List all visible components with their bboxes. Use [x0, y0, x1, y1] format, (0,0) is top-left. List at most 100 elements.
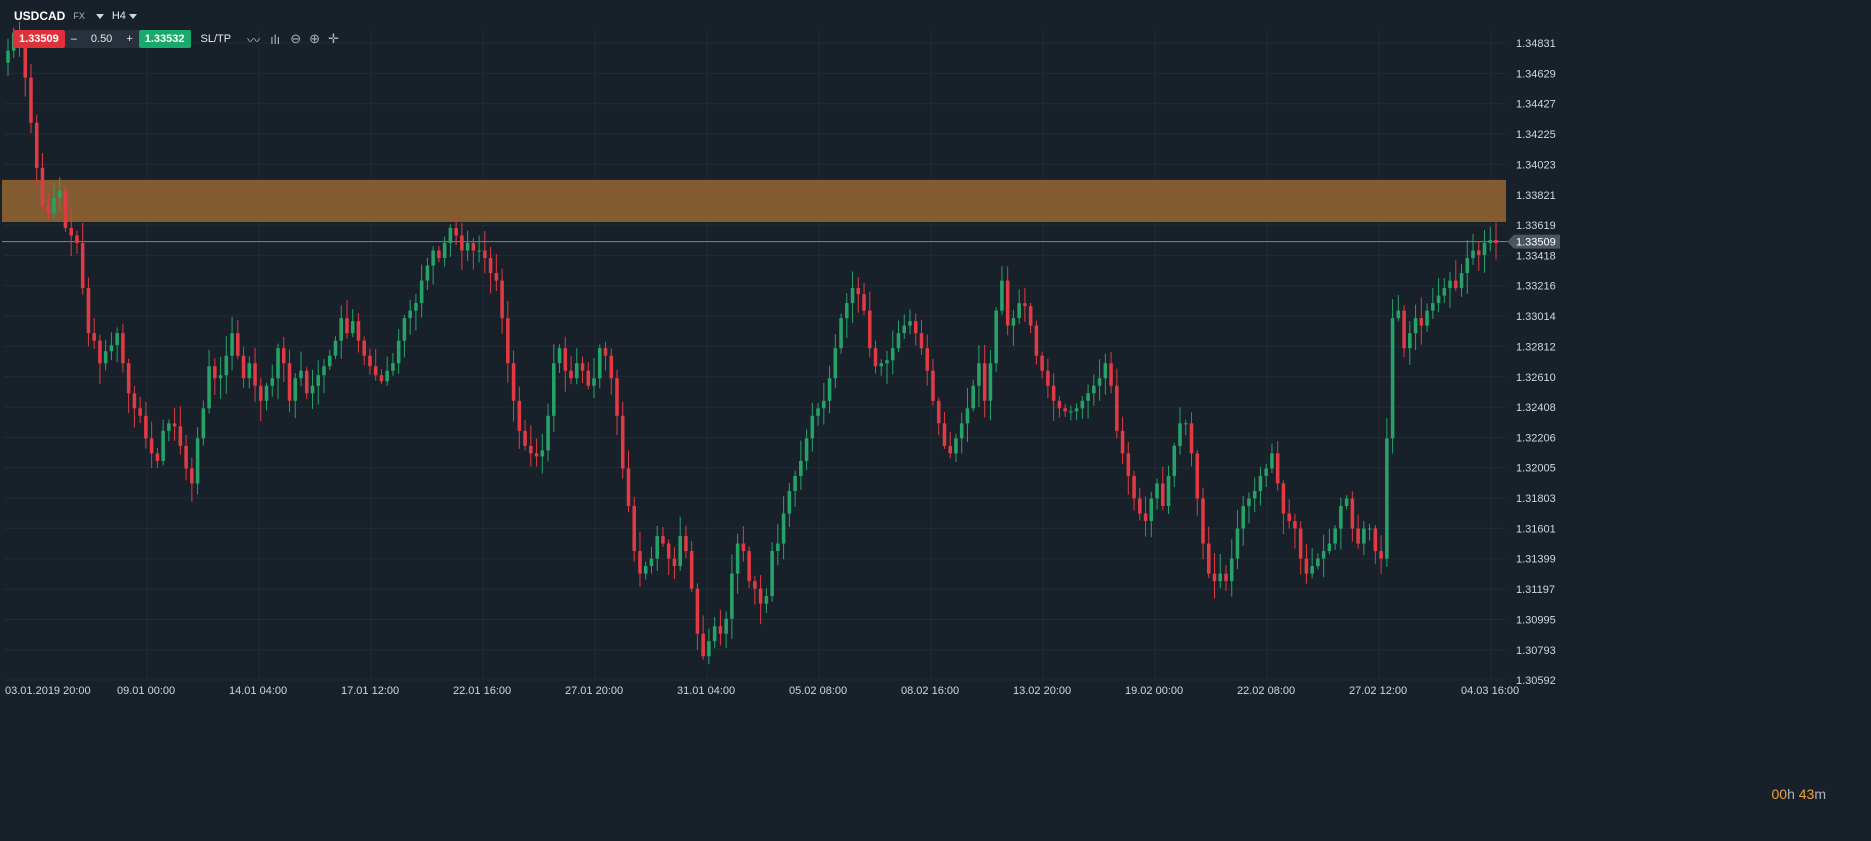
candle-body: [741, 543, 746, 552]
time-tick-label: 05.02 08:00: [789, 685, 847, 697]
candle-body: [994, 310, 998, 364]
indicators-icon[interactable]: ılı: [270, 31, 281, 47]
candle-body: [460, 235, 464, 251]
candle-body: [638, 551, 642, 574]
candle-body: [517, 400, 522, 431]
price-tick-label: 1.31601: [1516, 523, 1556, 535]
candle-body: [253, 363, 257, 386]
candle-body: [890, 348, 895, 361]
candle-body: [764, 596, 769, 604]
candle-body: [448, 227, 453, 244]
candle-body: [689, 551, 694, 589]
time-tick-label: 31.01 04:00: [677, 685, 735, 697]
candle-body: [103, 351, 108, 364]
candle-body: [1092, 385, 1096, 394]
candle-body: [1178, 423, 1182, 446]
candle-body: [465, 243, 470, 251]
market-label: FX: [73, 11, 85, 21]
candle-body: [799, 460, 803, 476]
time-tick-label: 14.01 04:00: [229, 685, 287, 697]
candle-body: [1229, 558, 1234, 582]
candle-body: [259, 385, 263, 401]
candle-body: [1281, 483, 1286, 514]
candle-body: [592, 378, 596, 386]
current-price-tag: 1.33509: [1507, 234, 1560, 249]
zoom-in-icon[interactable]: ⊕: [309, 31, 321, 46]
lot-increase-button[interactable]: +: [126, 33, 133, 45]
lot-size-stepper[interactable]: – 0.50 +: [64, 30, 139, 48]
candle-body: [1138, 498, 1142, 514]
candle-body: [867, 310, 872, 349]
candle-body: [597, 348, 602, 379]
current-price-tag-label: 1.33509: [1516, 237, 1556, 249]
symbol-label[interactable]: USDCAD: [14, 9, 66, 23]
candle-body: [132, 393, 137, 409]
candle-body: [552, 363, 556, 416]
line-chart-icon[interactable]: 〰: [247, 32, 261, 48]
candle-body: [793, 475, 797, 491]
candle-body: [281, 348, 286, 364]
candle-body: [822, 400, 826, 409]
candle-body: [1166, 475, 1171, 506]
candle-body: [362, 340, 366, 356]
resistance-zone[interactable]: [2, 179, 1506, 222]
candle-body: [534, 453, 539, 457]
candle-body: [155, 453, 160, 461]
timeframe-selector[interactable]: H4: [112, 10, 137, 22]
candle-body: [109, 345, 114, 352]
candle-body: [1362, 528, 1366, 544]
time-axis[interactable]: 03.01.2019 20:00 09.01 00:00 14.01 04:00 17…: [5, 685, 1519, 697]
candle-body: [1454, 280, 1458, 289]
candle-body: [936, 400, 941, 424]
candle-body: [126, 363, 131, 394]
candle-body: [770, 551, 774, 597]
price-tick-label: 1.30995: [1516, 614, 1556, 626]
candle-body: [758, 588, 763, 604]
candle-body: [1321, 551, 1326, 559]
candle-body: [850, 288, 855, 304]
sell-button[interactable]: 1.33509: [13, 30, 65, 48]
time-tick-label: 22.02 08:00: [1237, 685, 1295, 697]
candle-body: [1247, 498, 1251, 506]
candle-body: [724, 618, 728, 634]
candle-body: [1356, 528, 1360, 544]
candle-body: [201, 408, 206, 439]
candle-body: [356, 321, 361, 341]
price-tick-label: 1.33619: [1516, 220, 1556, 232]
candle-body: [172, 423, 177, 427]
price-axis[interactable]: 1.34831 1.34629 1.34427 1.34225 1.34023 1.338…: [1516, 38, 1556, 687]
countdown-hours-unit: h: [1787, 786, 1799, 802]
price-tick-label: 1.32812: [1516, 341, 1556, 353]
candle-body: [442, 243, 447, 259]
crosshair-icon[interactable]: ✛: [328, 31, 339, 46]
candle-body: [190, 468, 194, 484]
buy-button[interactable]: 1.33532: [138, 30, 191, 48]
lot-decrease-button[interactable]: –: [70, 33, 77, 45]
candle-body: [1189, 423, 1194, 454]
candle-body: [494, 273, 499, 281]
candle-body: [1046, 370, 1050, 386]
zoom-out-icon[interactable]: ⊖: [290, 31, 302, 46]
candle-body: [1201, 498, 1205, 544]
candle-body: [34, 122, 39, 168]
candle-body: [730, 573, 734, 619]
candle-body: [810, 415, 815, 439]
candle-body: [919, 333, 924, 349]
candle-body: [1143, 513, 1148, 522]
price-tick-label: 1.32206: [1516, 432, 1556, 444]
time-tick-label: 13.02 20:00: [1013, 685, 1071, 697]
candle-body: [236, 333, 240, 356]
candle-body: [1080, 400, 1085, 409]
candle-body: [121, 333, 125, 364]
countdown-hours: 00: [1771, 786, 1788, 802]
candle-body: [879, 363, 884, 367]
candle-body: [1488, 240, 1493, 244]
candle-body: [959, 423, 964, 439]
symbol-dropdown-icon[interactable]: [95, 13, 104, 19]
candle-body: [707, 641, 711, 657]
instrument-toolbar: USDCAD FX H4: [0, 6, 137, 26]
time-tick-label: 17.01 12:00: [341, 685, 399, 697]
lot-size-value[interactable]: 0.50: [90, 33, 113, 45]
sltp-button[interactable]: SL/TP: [200, 33, 232, 45]
